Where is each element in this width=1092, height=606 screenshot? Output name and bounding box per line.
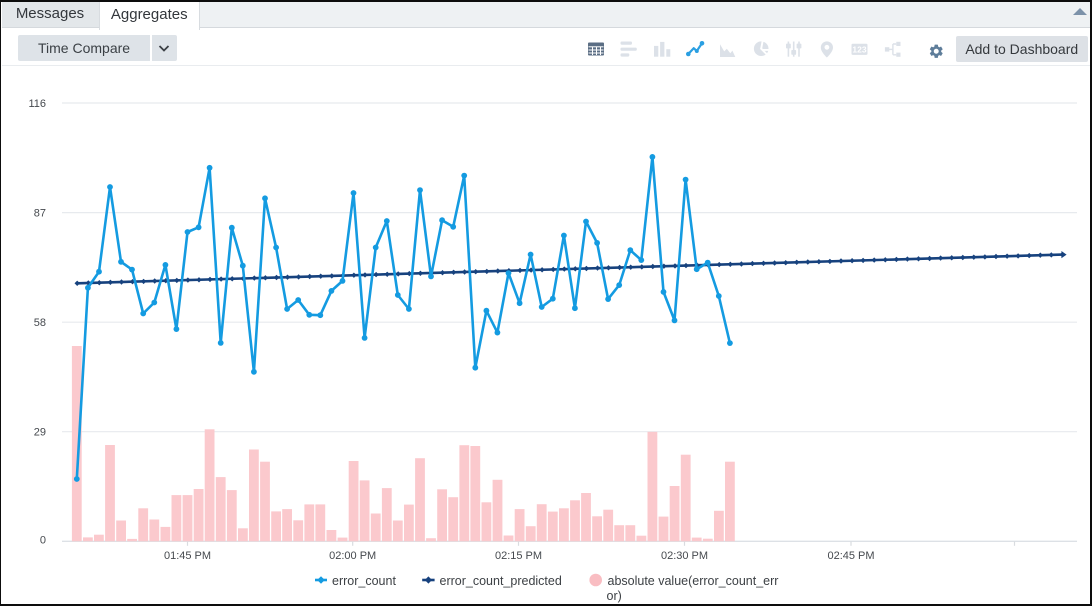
svg-text:or): or) — [607, 589, 622, 603]
svg-text:87: 87 — [34, 208, 46, 220]
svg-text:02:30 PM: 02:30 PM — [661, 550, 708, 562]
svg-text:error_count_predicted: error_count_predicted — [440, 574, 562, 588]
svg-text:error_count: error_count — [332, 574, 396, 588]
svg-text:01:45 PM: 01:45 PM — [164, 550, 211, 562]
svg-text:02:45 PM: 02:45 PM — [827, 550, 874, 562]
svg-text:123: 123 — [852, 45, 866, 55]
svg-text:58: 58 — [34, 317, 46, 329]
svg-text:02:00 PM: 02:00 PM — [329, 550, 376, 562]
svg-text:116: 116 — [28, 98, 46, 110]
svg-text:absolute value(error_count_err: absolute value(error_count_err — [608, 574, 779, 588]
svg-text:29: 29 — [34, 427, 46, 439]
svg-text:02:15 PM: 02:15 PM — [495, 550, 542, 562]
svg-text:0: 0 — [40, 534, 46, 546]
